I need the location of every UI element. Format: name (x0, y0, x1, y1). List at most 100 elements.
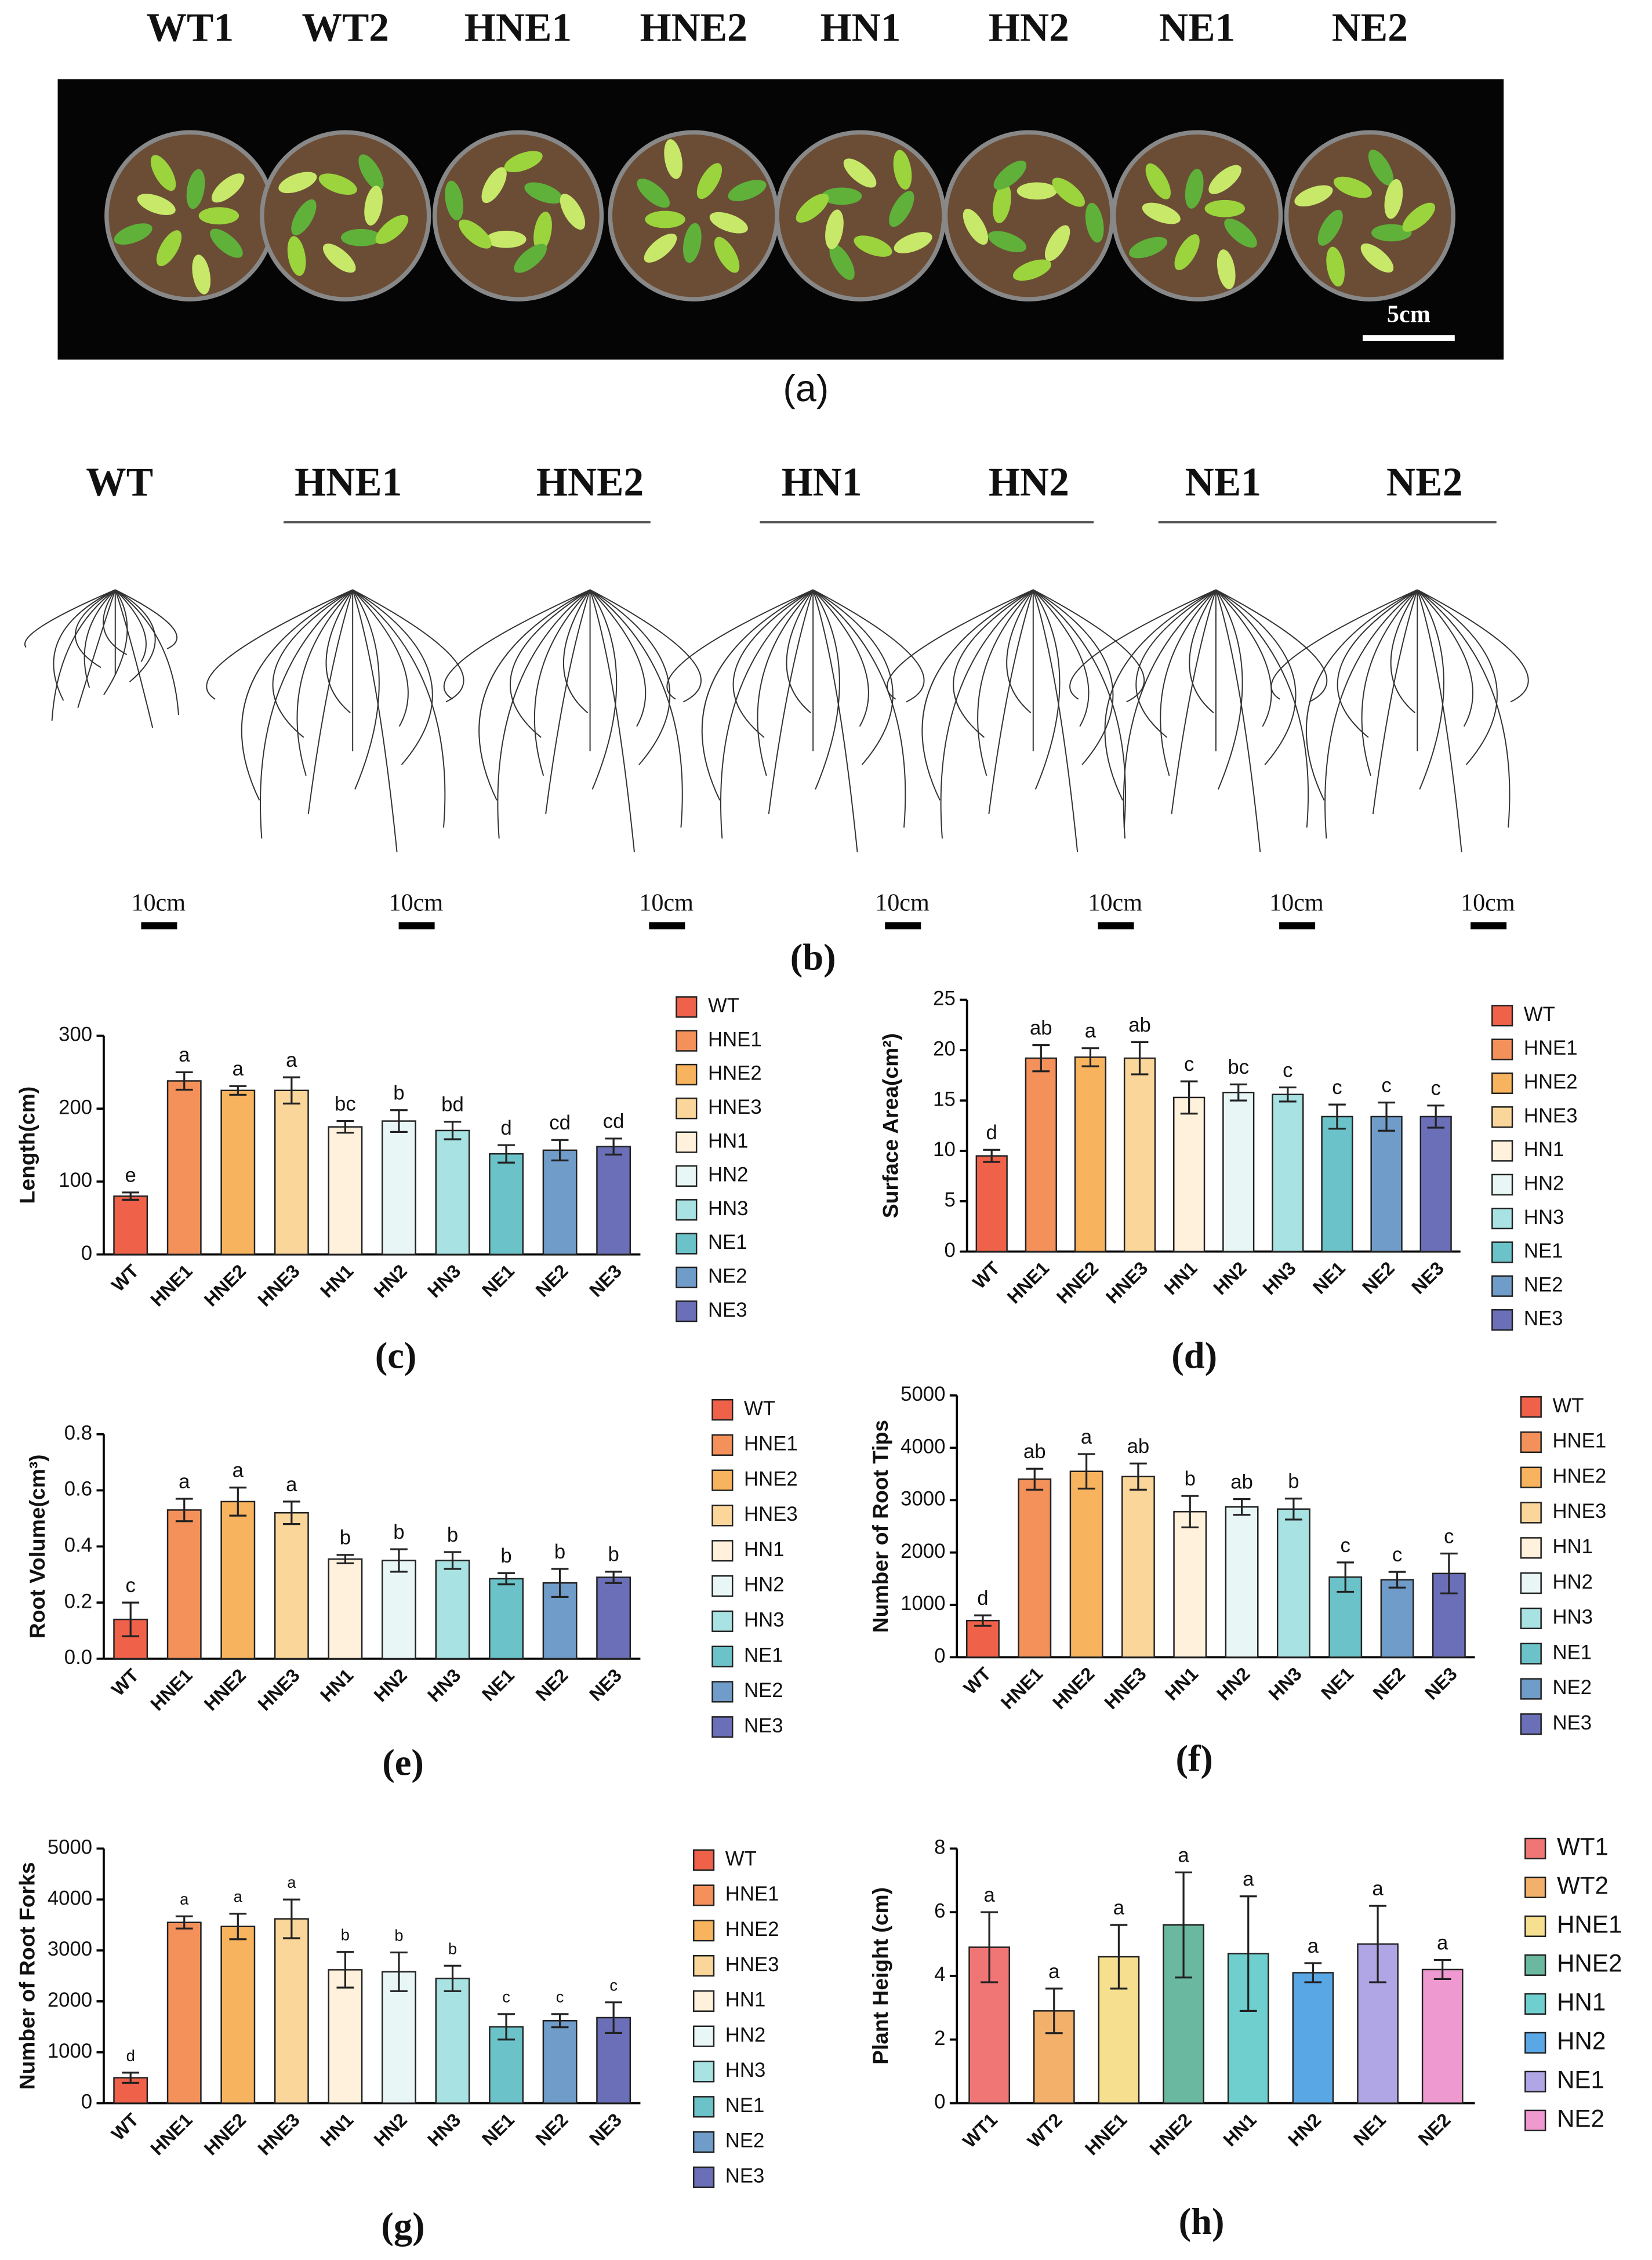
legend-label: NE3 (1553, 1712, 1592, 1734)
y-tick-label: 5 (944, 1189, 955, 1211)
legend-swatch (692, 1954, 715, 1977)
root (1069, 589, 1217, 700)
legend-swatch (1520, 1643, 1542, 1665)
bar (1018, 1478, 1052, 1658)
y-tick-label: 0 (944, 1240, 955, 1262)
root (1032, 590, 1079, 852)
bar (596, 1146, 631, 1255)
significance-label: bc (1228, 1056, 1249, 1078)
legend-swatch (692, 1849, 715, 1871)
significance-label: a (179, 1471, 190, 1493)
scale-label: 10cm (1461, 889, 1515, 916)
legend-label: HN2 (1524, 1172, 1564, 1194)
leaf (459, 219, 492, 249)
root (1006, 589, 1034, 714)
root (1171, 590, 1217, 815)
scale-bar (1471, 922, 1507, 929)
leaf (1085, 202, 1104, 243)
y-tick-label: 0 (934, 2091, 945, 2113)
legend-label: NE2 (1524, 1274, 1563, 1296)
photo-label: WT1 (147, 6, 234, 50)
scale-label: 10cm (639, 889, 694, 916)
error-bar (336, 1120, 354, 1134)
x-tick-label: HNE2 (200, 2109, 250, 2159)
significance-label: bd (441, 1094, 464, 1116)
root (1417, 589, 1498, 765)
significance-label: b (1185, 1468, 1196, 1490)
legend-swatch (1520, 1678, 1542, 1700)
error-bar (1328, 1103, 1346, 1130)
leaf (504, 151, 543, 173)
leaf (1371, 224, 1412, 242)
error-bar (282, 1898, 300, 1939)
leaf (364, 186, 383, 226)
x-tick-label: WT (968, 1258, 1004, 1293)
x-tick-label: HNE3 (253, 2109, 303, 2159)
root (1215, 589, 1243, 790)
error-bar (390, 1951, 408, 1992)
x-tick-label: HNE2 (1048, 1663, 1098, 1713)
x-tick-label: HNE1 (997, 1663, 1047, 1713)
scale-bar (1098, 922, 1134, 929)
scale-bar (649, 922, 685, 929)
y-tick-label: 0.6 (64, 1478, 92, 1500)
root (977, 589, 1034, 776)
root (1215, 589, 1328, 703)
bar (596, 1576, 631, 1660)
legend-label: NE1 (708, 1231, 747, 1253)
y-tick-label: 10 (933, 1139, 956, 1161)
y-tick-label: 0 (81, 2091, 92, 2113)
leaf (1208, 165, 1241, 194)
legend-swatch (692, 1884, 715, 1906)
legend-swatch (711, 1398, 734, 1421)
bar (489, 1153, 524, 1255)
legend-swatch (711, 1645, 734, 1667)
x-tick-label: HN3 (1265, 1663, 1306, 1705)
error-bar (1032, 1044, 1050, 1073)
error-bar (1378, 1101, 1395, 1132)
error-bar (1180, 1080, 1198, 1115)
caption: (c) (375, 1335, 417, 1376)
x-tick-label: HN3 (1259, 1258, 1300, 1299)
significance-label: d (977, 1587, 988, 1609)
legend-label: NE2 (725, 2130, 765, 2152)
bar (1025, 1057, 1057, 1252)
error-bar (1369, 1905, 1386, 1983)
legend-swatch (1491, 1275, 1513, 1297)
caption: (a) (783, 368, 829, 409)
root (352, 589, 464, 703)
y-tick-label: 6 (934, 1900, 945, 1922)
photo-label: WT (86, 460, 153, 505)
leaf (114, 223, 153, 245)
legend-swatch (676, 1233, 698, 1255)
root (1270, 589, 1418, 700)
caption: (b) (790, 936, 836, 978)
bar (274, 1512, 309, 1660)
y-tick-label: 8 (934, 1837, 945, 1859)
bar (1276, 1508, 1310, 1658)
legend-label: HN3 (1553, 1607, 1593, 1629)
error-bar (1081, 1047, 1099, 1067)
x-tick-label: HNE3 (1102, 1258, 1152, 1307)
legend-label: HNE2 (1557, 1949, 1622, 1976)
root (562, 589, 591, 714)
legend-swatch (1491, 1173, 1513, 1196)
y-tick-label: 0.0 (64, 1647, 92, 1669)
legend-swatch (1524, 2032, 1546, 2054)
x-tick-label: HN2 (1284, 2109, 1325, 2150)
leaf (993, 183, 1011, 224)
error-bar (122, 1601, 140, 1637)
x-tick-label: NE3 (585, 2109, 626, 2150)
scale-bar (1279, 922, 1316, 929)
legend-swatch (711, 1575, 734, 1597)
root (114, 589, 154, 728)
bar (435, 1129, 470, 1255)
legend-label: HNE2 (744, 1468, 798, 1490)
error-bar (551, 2013, 569, 2029)
leaf (1174, 234, 1200, 270)
x-tick-label: HN1 (1160, 1258, 1201, 1299)
x-tick-label: NE2 (1358, 1258, 1399, 1298)
bar (220, 1089, 256, 1255)
bar (113, 1195, 148, 1255)
y-tick-label: 4000 (48, 1887, 92, 1909)
